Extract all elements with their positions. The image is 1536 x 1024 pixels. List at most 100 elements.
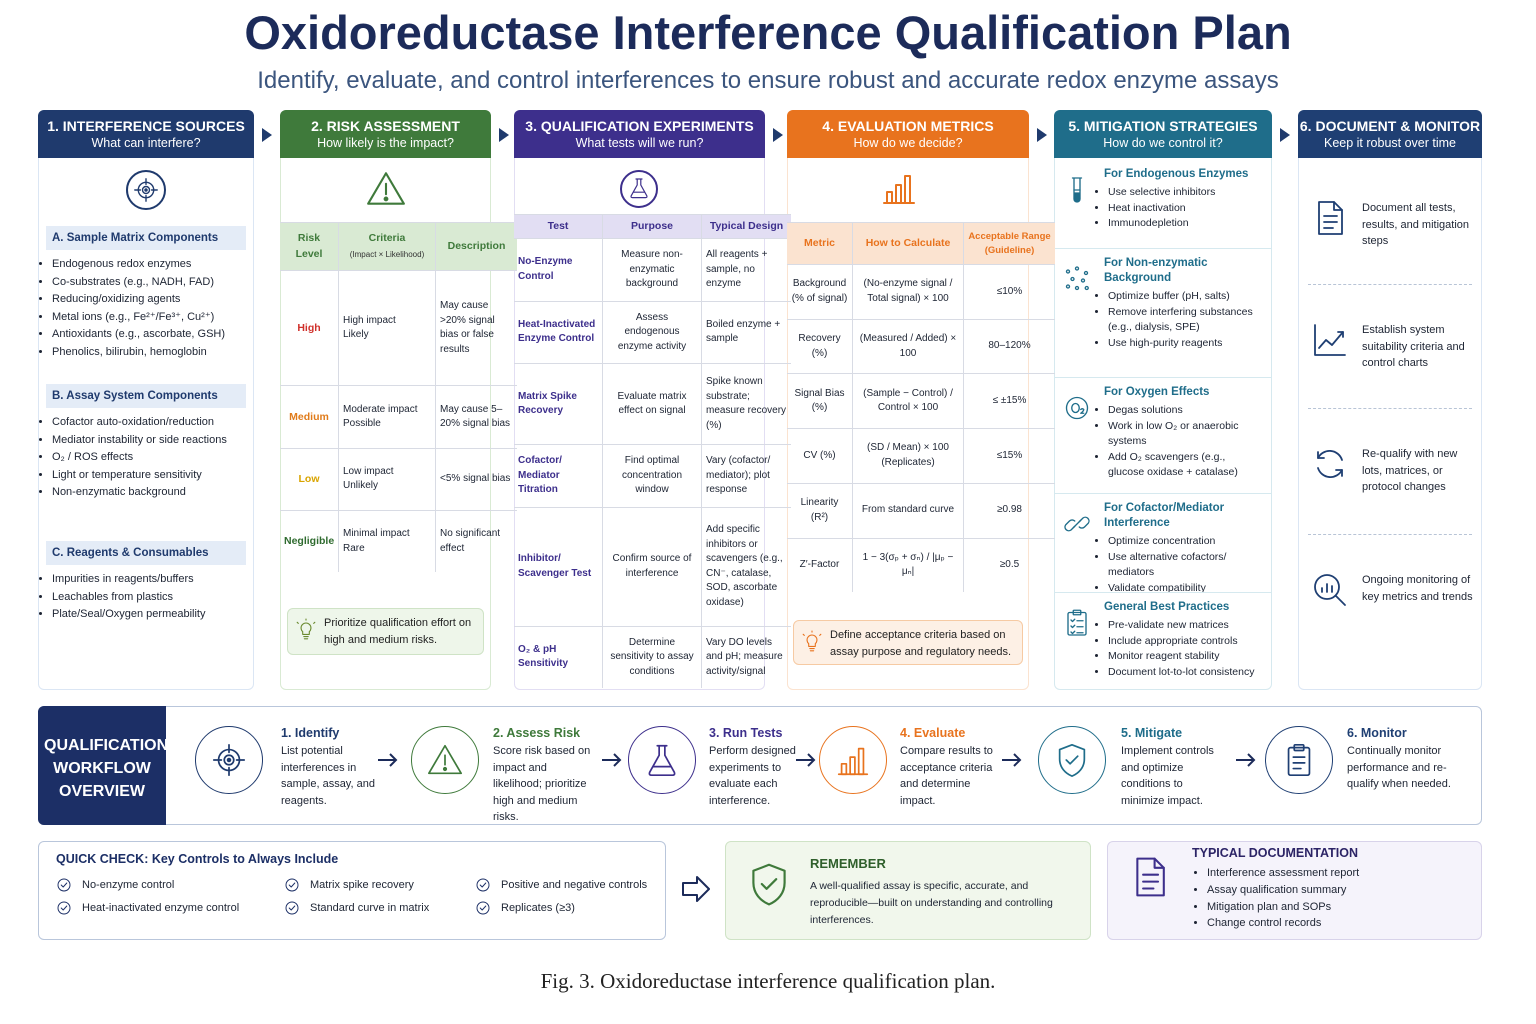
icon-part [226,757,232,763]
table-header: How to Calculate [852,222,964,265]
arrow-shape [682,876,710,902]
icon-part [57,901,71,915]
column-arrow [1037,128,1047,142]
arrow-shape [602,753,622,767]
icon [630,178,648,199]
column-arrow [499,128,509,142]
table-cell: Low [280,447,339,511]
icon [1065,396,1089,420]
column-subtitle: What tests will we run? [575,136,704,150]
icon-part [1070,618,1084,635]
arrow-shape [499,128,509,142]
icon-part [1293,743,1305,752]
page-subtitle: Identify, evaluate, and control interfer… [257,67,1279,94]
icon [296,618,316,640]
icon [285,901,299,915]
list-item: Pre-validate new matrices [1108,618,1264,634]
icon-part [1314,574,1340,600]
icon-part [1321,583,1333,593]
header-note: (Impact × Likelihood) [349,249,425,259]
list-item: Reducing/oxidizing agents [52,291,248,309]
list-item: Endogenous redox enzymes [52,256,248,274]
list-item: Optimize concentration [1108,534,1264,550]
icon [57,901,71,915]
table-header: Acceptable Range (Guideline) [963,222,1055,265]
icon-part [1065,396,1089,420]
icon-part [752,863,786,906]
header-text: How to Calculate [865,236,951,249]
list-item: Mediator instability or side reactions [52,432,248,450]
header-text: Metric [804,236,835,249]
icon-part [1067,611,1087,636]
table-row: Z′-Factor 1 − 3(σₚ + σₙ) / |μₚ − μₙ| ≥0.5 [787,537,1055,592]
header-text: Description [447,239,506,252]
divider [1308,534,1472,535]
header-text: Test [547,219,569,232]
list-item: Monitor reagent stability [1108,649,1264,665]
documentation-panel [1107,841,1482,940]
workflow-label: QUALIFICATION WORKFLOW OVERVIEW [38,706,168,825]
icon [1071,177,1083,203]
table-cell: ≤15% [963,428,1055,484]
icon-part [1071,402,1080,414]
list-item: Phenolics, bilirubin, hemoglobin [52,344,248,362]
bullet-list: Interference assessment reportAssay qual… [1207,865,1467,932]
icon-part [1317,449,1343,461]
table-cell: Vary DO levels and pH; measure activity/… [701,625,791,688]
table-cell: May cause 5–20% signal bias [435,385,517,449]
table-cell: Cofactor/ Mediator Titration [514,444,603,508]
icon-part [212,743,246,777]
icon-part [1318,201,1343,235]
group-heading: General Best Practices [1104,601,1230,613]
step-text: Score risk based on impact and likelihoo… [493,745,591,823]
table-header-row: Metric How to Calculate Acceptable Range (… [787,222,1055,265]
table-cell: Evaluate matrix effect on signal [602,363,702,445]
table-cell: CV (%) [787,428,853,484]
table-header-row: Test Purpose Typical Design [514,214,791,239]
bullet-list: Optimize buffer (pH, salts)Remove interf… [1108,289,1264,351]
step-title: 5. Mitigate [1121,726,1183,740]
step-arrow [796,753,816,767]
column-title: 6. DOCUMENT & MONITOR [1299,118,1481,134]
column-header: 5. MITIGATION STRATEGIES How do we contro… [1054,110,1272,158]
icon [476,878,490,892]
icon [1287,743,1311,777]
table-cell: Linearity (R²) [787,482,853,539]
list-item: Plate/Seal/Oxygen permeability [52,606,248,624]
arrow-shape [378,753,398,767]
icon-part [895,184,902,204]
arrow-shape [1280,128,1290,142]
quick-check-item: Matrix spike recovery [310,879,414,891]
list-item: Change control records [1207,915,1467,932]
table-cell: ≤ ±15% [963,373,1055,429]
table-row: High High impact Likely May cause >20% sig… [280,269,517,386]
monitor-item: Establish system suitability criteria an… [1362,324,1465,369]
caption: Fig. 3. Oxidoreductase interference qual… [540,969,996,993]
table-cell: (No-enzyme signal / Total signal) × 100 [852,264,964,320]
data-table: Test Purpose Typical Design No-Enzyme Contr… [514,214,791,688]
table-row: Medium Moderate impact Possible May cause … [280,385,517,449]
icon [367,172,405,205]
step-arrow [1002,753,1022,767]
column-arrow [1280,128,1290,142]
table-row: Negligible Minimal impact Rare No signific… [280,510,517,572]
step-arrow [378,753,398,767]
table-row: Signal Bias (%) (Sample − Control) / Cont… [787,373,1055,429]
table-cell: High [280,269,339,386]
step-text: Implement controls and optimize conditio… [1121,745,1214,807]
icon-part [1142,857,1165,890]
table-cell: Medium [280,385,339,449]
table-cell: Inhibitor/ Scavenger Test [514,506,603,627]
remember-title: REMEMBER [810,856,886,871]
quick-check-item: Positive and negative controls [501,879,648,891]
arrow-shape [1002,753,1022,767]
icon-part [1317,467,1343,479]
bullet-list: Use selective inhibitorsHeat inactivatio… [1108,185,1264,232]
section-heading: B. Assay System Components [46,384,246,408]
icon-part [1136,857,1165,897]
group-heading: For Cofactor/Mediator Interference [1104,502,1225,529]
icon-part [1070,276,1075,282]
icon-part [857,747,865,776]
arrow-shape [773,128,783,142]
table-row: Heat-Inactivated Enzyme Control Assess en… [514,300,791,364]
